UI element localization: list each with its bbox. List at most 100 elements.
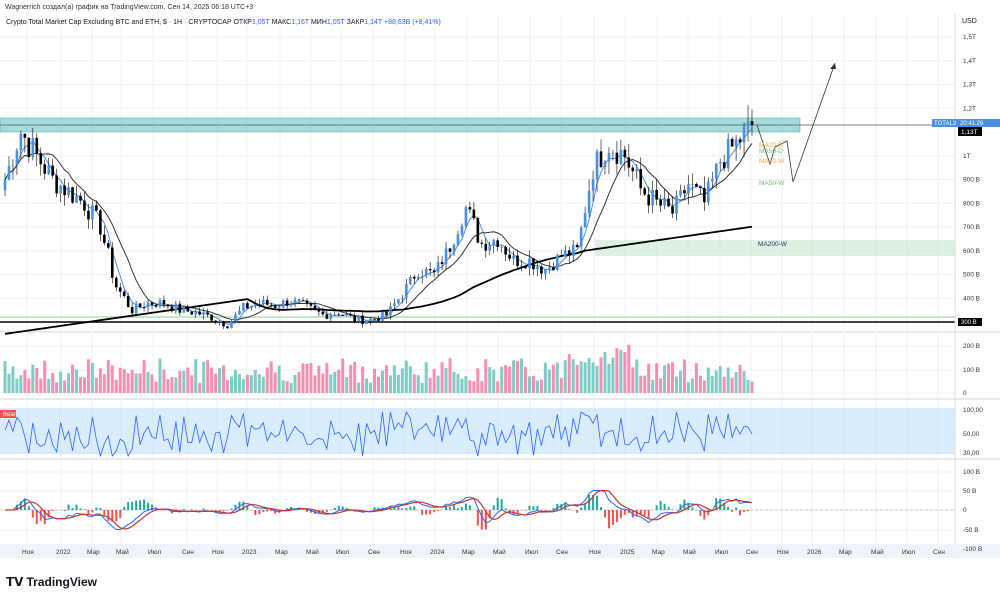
volume-bar xyxy=(702,380,706,393)
volume-bar xyxy=(289,382,293,393)
candle xyxy=(520,260,523,272)
time-tick: Июл xyxy=(148,549,161,556)
candle xyxy=(726,133,730,172)
volume-bar xyxy=(686,382,690,393)
macd-hist-bar xyxy=(476,510,479,526)
macd-hist-bar xyxy=(639,510,642,516)
candle xyxy=(587,179,591,218)
volume-bar xyxy=(404,360,408,393)
volume-bar xyxy=(166,379,170,393)
candle xyxy=(575,242,579,249)
candle xyxy=(540,264,543,280)
time-tick: Сен xyxy=(556,549,568,556)
symbol-legend: Crypto Total Market Cap Excluding BTC an… xyxy=(6,19,441,26)
macd-hist-bar xyxy=(464,503,467,510)
volume-bar xyxy=(102,374,106,393)
price-axis[interactable]: 1,5T 1,4T 1,3T 1,2T 1T 900 B 800 B 700 B 600 B 50… xyxy=(963,34,983,553)
volume-bar xyxy=(726,367,730,393)
volume-bar xyxy=(142,359,146,393)
volume-bar xyxy=(146,371,150,393)
candle xyxy=(281,299,285,311)
volume-bar xyxy=(710,376,714,393)
volume-bar xyxy=(603,351,607,393)
currency-label[interactable]: USD xyxy=(962,18,977,25)
macd-hist-bar xyxy=(35,510,38,524)
volume-bar xyxy=(134,373,138,393)
volume-bar xyxy=(734,371,738,393)
candle xyxy=(599,139,603,168)
candle xyxy=(424,266,428,279)
tradingview-logo[interactable]: 𝗧𝗩 TradingView xyxy=(6,575,97,589)
volume-bar xyxy=(587,357,591,393)
volume-bar xyxy=(655,363,659,393)
volume-bar xyxy=(31,364,35,393)
volume-bar xyxy=(631,367,635,393)
macd-hist-bar xyxy=(325,510,328,512)
candle xyxy=(706,177,710,206)
candle xyxy=(552,262,555,271)
macd-hist-bar xyxy=(492,505,495,510)
macd-hist-bar xyxy=(592,494,595,510)
candle xyxy=(571,240,575,263)
volume-bar xyxy=(43,360,47,393)
price-tick: 700 B xyxy=(963,224,980,231)
macd-hist-bar xyxy=(425,510,428,515)
candle xyxy=(567,246,571,264)
volume-bar xyxy=(317,365,321,393)
candle xyxy=(643,186,647,197)
volume-bar xyxy=(400,368,404,393)
volume-bar xyxy=(742,371,746,393)
candle xyxy=(397,299,400,305)
candle xyxy=(250,305,253,311)
time-axis[interactable] xyxy=(0,544,1000,558)
candle xyxy=(405,279,408,304)
volume-bar xyxy=(575,365,579,393)
volume-bar xyxy=(428,377,432,393)
volume-bar xyxy=(551,364,555,393)
candle xyxy=(647,186,650,214)
time-tick: Ноя xyxy=(400,549,412,556)
macd-hist-bar xyxy=(194,510,197,511)
volume-bar xyxy=(690,378,694,393)
candle xyxy=(134,300,138,317)
volume-bar xyxy=(547,369,551,393)
candle xyxy=(508,247,511,262)
candle xyxy=(337,312,341,316)
chart-canvas[interactable]: MA20-D MA50-D MA20-W MA50-W MA200-W Bear… xyxy=(0,14,1000,570)
candle xyxy=(67,182,70,198)
volume-bar xyxy=(233,369,237,393)
macd-hist-bar xyxy=(540,510,543,512)
candle xyxy=(583,206,587,228)
candle xyxy=(329,312,333,322)
time-tick: Ноя xyxy=(212,549,224,556)
macd-hist-bar xyxy=(19,501,22,510)
macd-hist-bar xyxy=(719,498,722,510)
macd-hist-bar xyxy=(67,504,70,510)
macd-hist-bar xyxy=(596,495,599,510)
volume-bar xyxy=(452,371,456,393)
volume-bar xyxy=(265,367,269,393)
volume-bar xyxy=(35,368,39,393)
macd-hist-bar xyxy=(588,494,591,510)
volume-bar xyxy=(365,378,369,393)
time-tick: Июл xyxy=(525,549,538,556)
volume-bar xyxy=(659,378,663,393)
volume-bar xyxy=(750,381,754,393)
candle xyxy=(369,317,372,326)
candle xyxy=(257,298,261,308)
countdown-badge xyxy=(956,119,1000,127)
volume-bar xyxy=(90,362,94,393)
axis-tick: -100 B xyxy=(963,546,982,553)
candle xyxy=(246,301,249,309)
symbol-title[interactable]: Crypto Total Market Cap Excluding BTC an… xyxy=(6,19,232,26)
macd-hist-bar xyxy=(727,506,730,510)
macd-hist-bar xyxy=(536,505,539,510)
indicator-lines xyxy=(4,411,753,530)
high-value: 1,16T xyxy=(291,19,310,26)
volume-bar xyxy=(647,363,651,393)
volume-bar xyxy=(694,363,698,393)
ma-label: MA50-D xyxy=(759,148,783,155)
ma-label: MA20-D xyxy=(759,142,783,149)
volume-bar xyxy=(722,376,726,393)
candle xyxy=(563,245,567,258)
